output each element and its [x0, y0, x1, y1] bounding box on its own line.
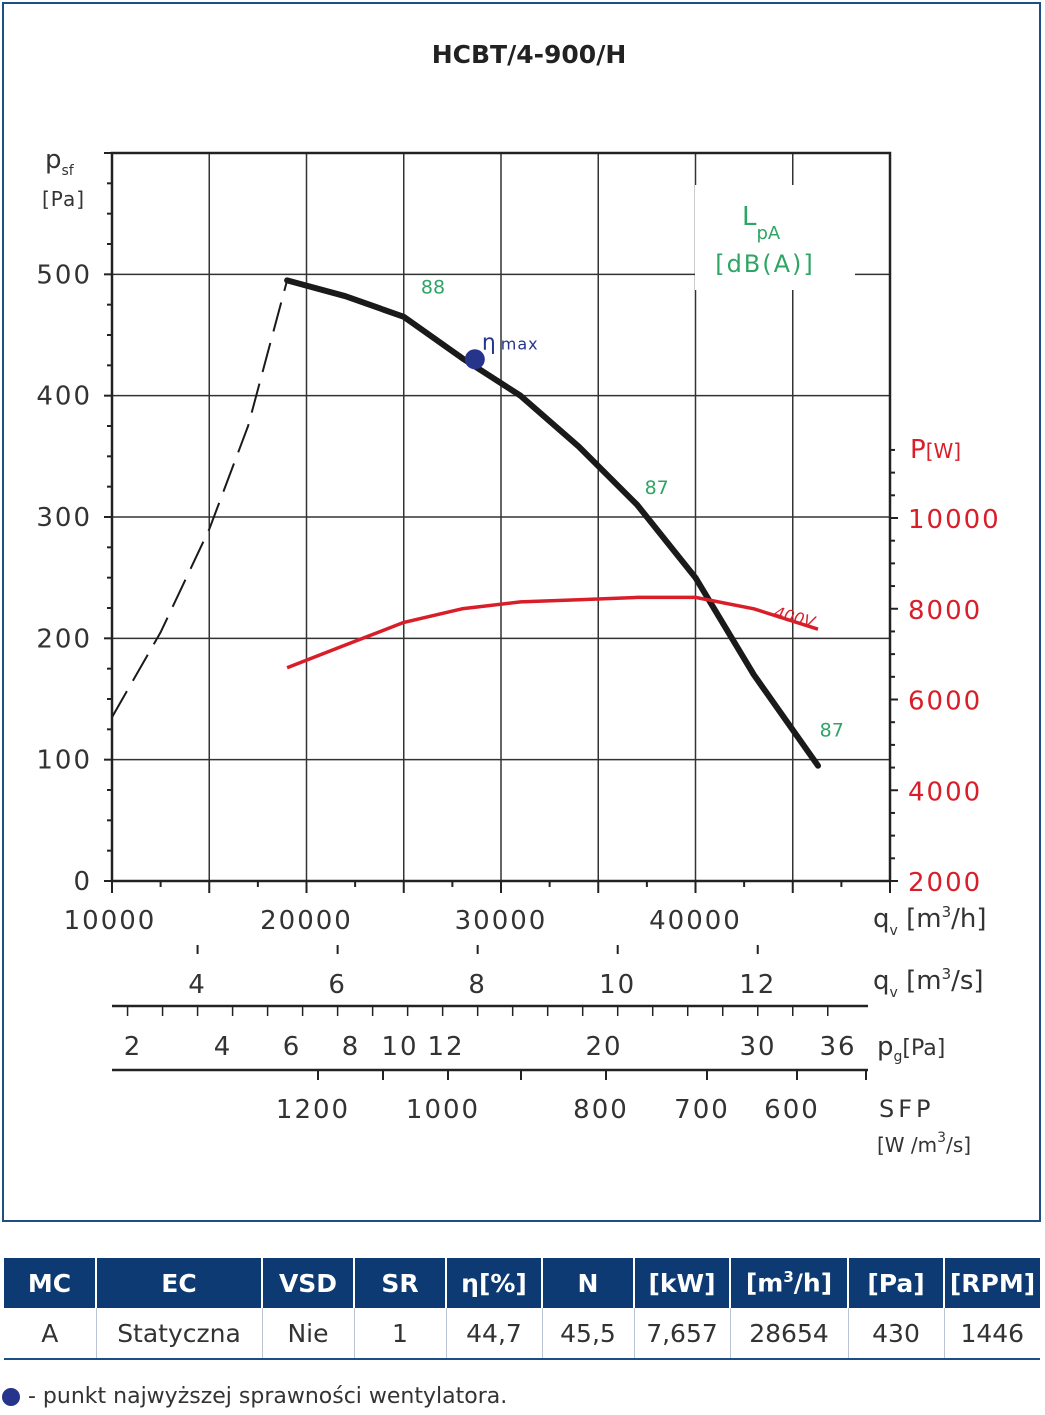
cell-rpm: 1446	[944, 1308, 1040, 1360]
table-row: A Statyczna Nie 1 44,7 45,5 7,657 28654 …	[4, 1308, 1040, 1360]
sound-level-label: 87	[645, 477, 669, 499]
col-header-efficiency: η[%]	[446, 1258, 543, 1308]
col-header-ec: EC	[96, 1258, 263, 1308]
x-axis-label: qv [m3/h]	[873, 903, 987, 939]
sound-level-label: 88	[421, 277, 445, 299]
pg-tick-label: 6	[283, 1032, 302, 1062]
y-axis-label: psf	[45, 145, 75, 179]
pg-tick-label: 2	[124, 1032, 143, 1062]
sfp-axis-unit: [W /m3/s]	[877, 1130, 971, 1157]
sfp-tick-label: 1000	[406, 1095, 480, 1125]
y-axis-unit: [Pa]	[42, 187, 85, 211]
power-tick-label: 10000	[908, 505, 1001, 535]
y-tick-label: 0	[73, 867, 92, 897]
power-curve	[286, 595, 819, 670]
y-tick-label: 300	[36, 503, 92, 533]
x-tick-label: 30000	[455, 906, 548, 936]
col-header-power: [kW]	[634, 1258, 731, 1308]
y-tick-label: 400	[36, 382, 92, 412]
pg-tick-label: 30	[739, 1032, 776, 1062]
unstable-region-curve	[111, 280, 289, 718]
qv-m3s-tick-label: 6	[328, 970, 347, 1000]
efficiency-point-label: η max	[482, 330, 539, 355]
footnote-text: - punkt najwyższej sprawności wentylator…	[28, 1384, 508, 1409]
cell-mc: A	[4, 1308, 97, 1360]
col-header-mc: MC	[4, 1258, 97, 1308]
spec-table: MC EC VSD SR η[%] N [kW] [m3/h] [Pa] [RP…	[4, 1258, 1040, 1360]
qv-m3s-tick-label: 8	[468, 970, 487, 1000]
cell-sr: 1	[354, 1308, 447, 1360]
pg-tick-label: 20	[585, 1032, 622, 1062]
lpa-legend-unit: [dB(A)]	[715, 250, 815, 278]
x-tick-label: 10000	[64, 906, 157, 936]
efficiency-point-legend-icon	[2, 1387, 20, 1406]
x-tick-label: 20000	[260, 906, 353, 936]
cell-vsd: Nie	[262, 1308, 355, 1360]
sfp-tick-label: 600	[764, 1095, 820, 1125]
qv-m3s-tick-label: 12	[739, 970, 776, 1000]
col-header-sr: SR	[354, 1258, 447, 1308]
pg-tick-label: 12	[427, 1032, 464, 1062]
col-header-pressure: [Pa]	[848, 1258, 945, 1308]
pg-tick-label: 10	[381, 1032, 418, 1062]
y-tick-label: 100	[36, 746, 92, 776]
y-tick-label: 500	[36, 260, 92, 290]
cell-flow: 28654	[730, 1308, 849, 1360]
col-header-flow: [m3/h]	[730, 1258, 849, 1308]
cell-ec: Statyczna	[96, 1308, 263, 1360]
pressure-curve	[284, 277, 821, 769]
qv-m3s-tick-label: 10	[599, 970, 636, 1000]
power-curve-label: 400V	[772, 603, 818, 632]
pg-axis-label: pg[Pa]	[877, 1032, 945, 1065]
footnote: - punkt najwyższej sprawności wentylator…	[2, 1384, 507, 1409]
pg-tick-label: 4	[214, 1032, 233, 1062]
sfp-tick-label: 1200	[276, 1095, 350, 1125]
power-tick-label: 4000	[908, 777, 982, 807]
sound-level-label: 87	[820, 719, 844, 741]
table-header-row: MC EC VSD SR η[%] N [kW] [m3/h] [Pa] [RP…	[4, 1258, 1040, 1308]
power-tick-label: 6000	[908, 687, 982, 717]
lpa-legend-label: LpA	[742, 202, 781, 244]
cell-n: 45,5	[542, 1308, 635, 1360]
pg-tick-label: 36	[819, 1032, 856, 1062]
qv-m3s-axis-label: qv [m3/s]	[873, 965, 984, 1001]
sfp-axis-label: SFP	[879, 1095, 935, 1123]
power-tick-label: 8000	[908, 596, 982, 626]
qv-m3s-tick-label: 4	[188, 970, 207, 1000]
col-header-n: N	[542, 1258, 635, 1308]
chart-title: HCBT/4-900/H	[432, 40, 627, 69]
power-axis-label: P[W]	[910, 435, 961, 465]
lpa-legend-box	[695, 185, 855, 290]
chart-frame	[2, 2, 1041, 1222]
cell-efficiency: 44,7	[446, 1308, 543, 1360]
pg-tick-label: 8	[342, 1032, 361, 1062]
sfp-tick-label: 700	[674, 1095, 730, 1125]
col-header-vsd: VSD	[262, 1258, 355, 1308]
power-tick-label: 2000	[908, 868, 982, 898]
fan-performance-chart: HCBT/4-900/H 0 100 200 300 400 500 psf [Pa] 10000…	[36, 40, 1001, 1157]
x-tick-label: 40000	[649, 906, 742, 936]
cell-pressure: 430	[848, 1308, 945, 1360]
efficiency-point	[464, 349, 485, 370]
cell-power: 7,657	[634, 1308, 731, 1360]
y-tick-label: 200	[36, 624, 92, 654]
sfp-tick-label: 800	[573, 1095, 629, 1125]
col-header-rpm: [RPM]	[944, 1258, 1040, 1308]
